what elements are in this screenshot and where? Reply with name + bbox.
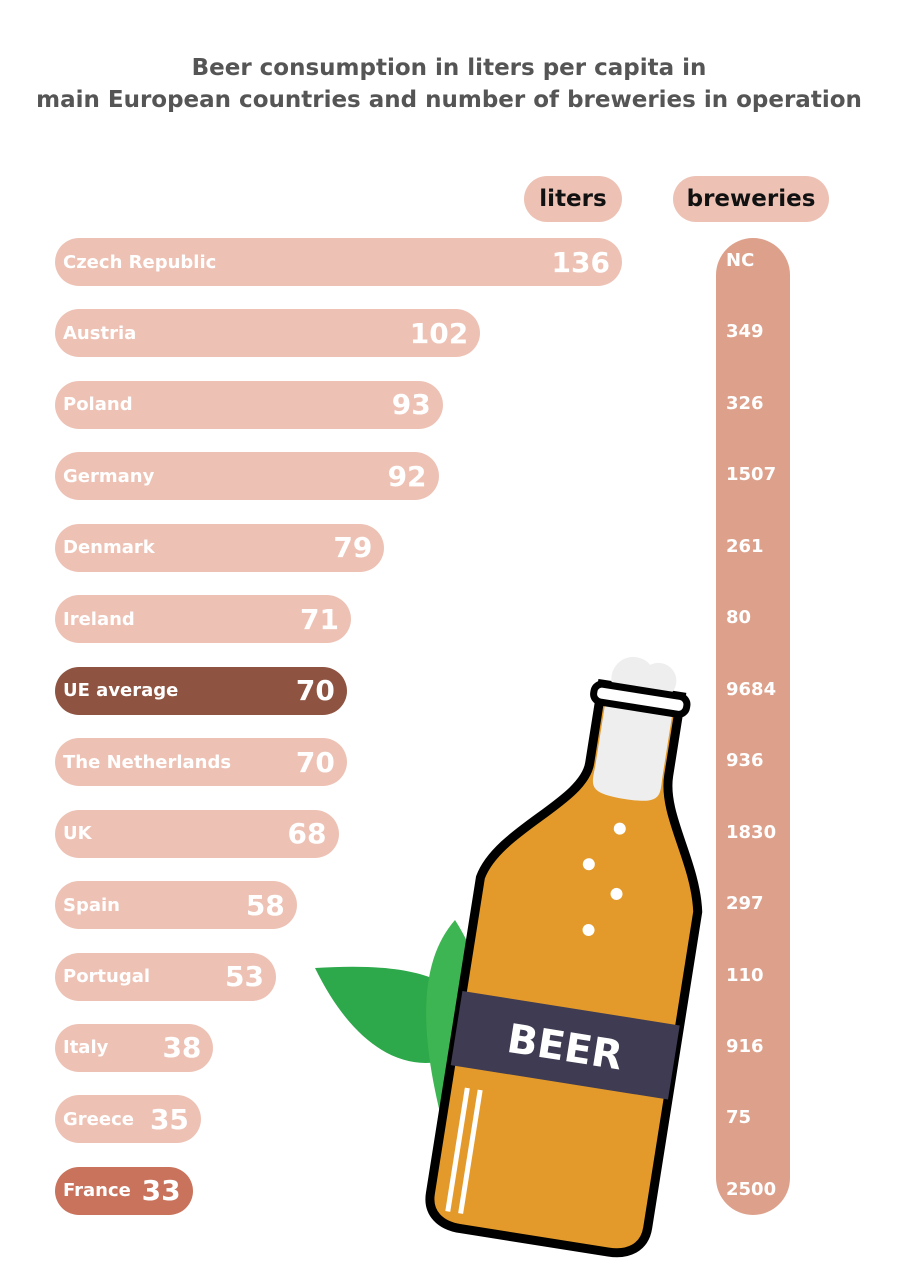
breweries-value: 297 (726, 893, 764, 915)
breweries-value: 80 (726, 607, 752, 629)
breweries-value: 916 (726, 1035, 764, 1057)
breweries-value: 2500 (726, 1178, 777, 1200)
bar-value: 70 (295, 745, 335, 779)
breweries-value: 261 (726, 535, 764, 557)
bar-italy: Italy 38 (55, 1023, 214, 1072)
bar-ue-average: UE average 70 (55, 666, 347, 715)
bar-label: Czech Republic (63, 251, 217, 273)
bar-value: 79 (333, 531, 373, 565)
bar-value: 33 (141, 1174, 181, 1208)
bar-the-netherlands: The Netherlands 70 (55, 738, 347, 787)
bar-poland: Poland 93 (55, 380, 443, 429)
bar-label: Austria (63, 322, 137, 344)
bar-value: 53 (224, 960, 264, 993)
breweries-value: 1830 (726, 821, 777, 843)
breweries-header: breweries (673, 176, 829, 222)
bar-label: Denmark (63, 537, 155, 559)
bar-label: UK (63, 823, 92, 845)
bar-france: France 33 (55, 1166, 193, 1215)
bar-label: Greece (63, 1108, 134, 1130)
title-line-1: Beer consumption in liters per capita in (191, 55, 707, 81)
bar-value: 136 (551, 245, 610, 279)
bar-label: Portugal (63, 966, 151, 987)
bar-value: 102 (409, 316, 469, 350)
bar-denmark: Denmark 79 (55, 523, 385, 572)
breweries-value: 1507 (726, 464, 777, 486)
bar-value: 92 (387, 459, 427, 493)
liters-header: liters (524, 176, 622, 222)
bar-value: 38 (162, 1031, 202, 1065)
bar-label: Ireland (63, 608, 135, 630)
bar-austria: Austria 102 (55, 309, 481, 358)
bar-label: UE average (63, 680, 179, 702)
breweries-value: 75 (726, 1107, 752, 1129)
bar-label: Poland (63, 394, 133, 416)
bar-value: 70 (295, 674, 335, 708)
breweries-value: 326 (726, 392, 764, 414)
breweries-column (716, 238, 790, 1215)
chart-title: Beer consumption in liters per capita in… (0, 52, 898, 116)
bar-value: 93 (391, 388, 431, 422)
bar-label: Germany (63, 465, 155, 487)
bar-germany: Germany 92 (55, 452, 439, 501)
breweries-value: 936 (726, 750, 764, 772)
bar-portugal: Portugal 53 (55, 952, 276, 1001)
breweries-value: 349 (726, 321, 764, 343)
breweries-value: 9684 (726, 678, 777, 700)
bar-spain: Spain 58 (55, 881, 297, 930)
bar-value: 71 (300, 602, 339, 636)
bar-czech-republic: Czech Republic 136 (55, 238, 622, 286)
bar-greece: Greece 35 (55, 1095, 201, 1144)
bar-label: Italy (63, 1037, 109, 1059)
breweries-value: 110 (726, 964, 764, 986)
bar-label: The Netherlands (63, 751, 232, 773)
breweries-value: NC (726, 250, 755, 271)
bar-value: 35 (149, 1102, 189, 1136)
bottle-icon: BEER (425, 656, 703, 1258)
bar-uk: UK 68 (55, 809, 339, 858)
bar-label: Spain (63, 894, 120, 916)
bar-ireland: Ireland 71 (55, 595, 351, 644)
title-line-2: main European countries and number of br… (36, 87, 862, 113)
bar-label: France (63, 1180, 131, 1202)
bar-value: 68 (287, 817, 327, 851)
bar-value: 58 (245, 888, 285, 922)
